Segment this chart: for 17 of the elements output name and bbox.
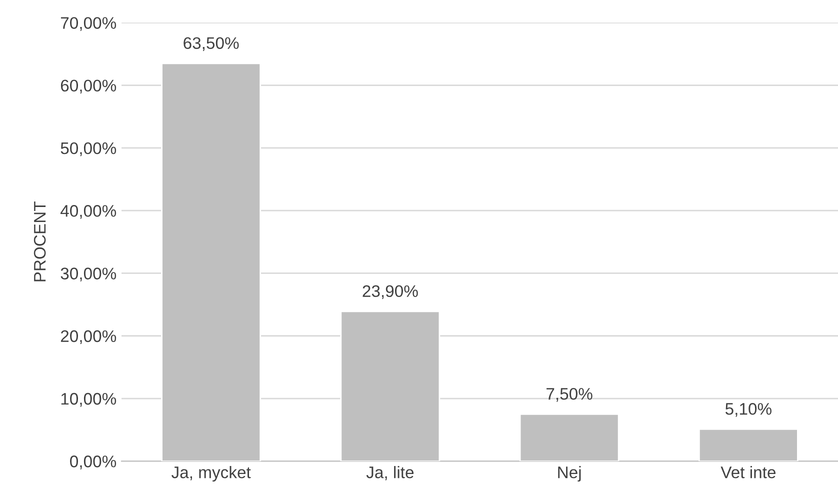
y-axis-title: PROCENT bbox=[34, 202, 46, 282]
y-tick-label: 30,00% bbox=[60, 268, 116, 282]
x-tick-label: Ja, mycket bbox=[172, 466, 251, 482]
y-tick-label: 40,00% bbox=[60, 205, 116, 219]
data-label: 63,50% bbox=[184, 37, 239, 51]
y-tick-label: 60,00% bbox=[60, 80, 116, 94]
x-tick-label: Nej bbox=[558, 466, 581, 482]
y-tick-label: 0,00% bbox=[70, 456, 116, 470]
y-tick-label: 20,00% bbox=[60, 330, 116, 344]
data-label: 7,50% bbox=[546, 388, 592, 402]
y-tick-label: 10,00% bbox=[61, 392, 116, 407]
y-tick-label: 50,00% bbox=[60, 142, 116, 156]
x-tick-label: Ja, lite bbox=[366, 466, 414, 480]
data-label: 23,90% bbox=[362, 285, 418, 300]
y-tick-label: 70,00% bbox=[60, 17, 116, 31]
x-tick-label: Vet inte bbox=[720, 466, 776, 478]
data-label: 5,10% bbox=[725, 403, 772, 417]
